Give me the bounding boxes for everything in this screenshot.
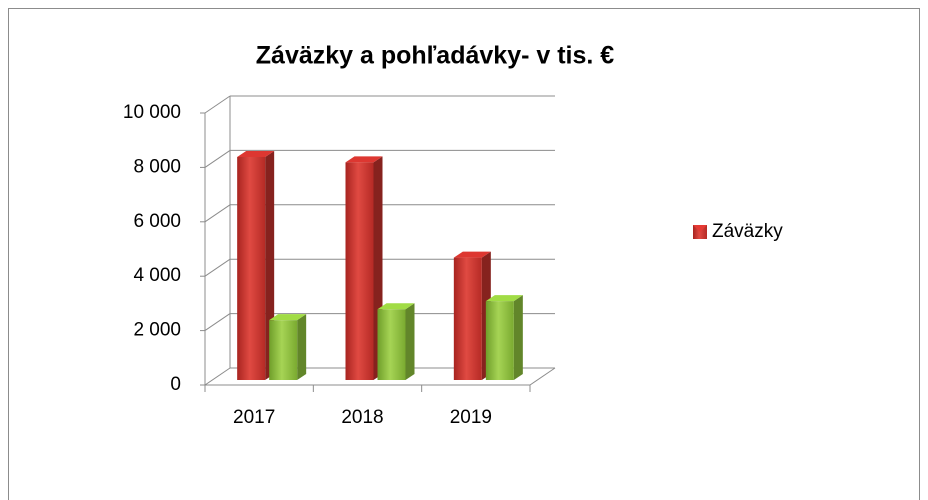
bar-front — [237, 156, 266, 380]
y-tick-label: 4 000 — [133, 265, 181, 286]
bar — [269, 314, 307, 380]
bar-front — [453, 257, 482, 380]
bar — [377, 303, 415, 380]
bar-side — [405, 303, 415, 380]
x-tick-label: 2019 — [450, 407, 492, 428]
bar — [453, 251, 491, 380]
y-tick-label: 8 000 — [133, 156, 181, 177]
y-tick-label: 0 — [170, 374, 181, 395]
bar-top — [453, 251, 491, 258]
bar-top — [377, 303, 415, 310]
bar-front — [377, 309, 406, 380]
grid-line — [204, 95, 231, 114]
floor-right — [529, 367, 556, 386]
bar-side — [297, 314, 307, 380]
grid-line — [204, 149, 231, 168]
y-tick-label: 10 000 — [123, 102, 181, 123]
bar-top — [237, 150, 275, 157]
grid-line — [204, 204, 231, 223]
bar-front — [345, 162, 374, 380]
grid-line — [204, 313, 231, 332]
x-tick-label: 2018 — [341, 407, 383, 428]
bar-top — [485, 295, 523, 302]
legend-label: Záväzky — [712, 221, 783, 242]
x-tick-label: 2017 — [233, 407, 275, 428]
legend-swatch-top — [693, 225, 707, 232]
bar-top — [345, 156, 383, 163]
y-tick-label: 6 000 — [133, 211, 181, 232]
chart-title: Záväzky a pohľadávky- v tis. € — [256, 42, 615, 70]
bar-front — [269, 320, 298, 380]
y-tick-label: 2 000 — [133, 320, 181, 341]
bar-side — [513, 295, 523, 380]
bar — [345, 156, 383, 380]
bar — [485, 295, 523, 380]
grid-line — [204, 367, 231, 386]
grid-line — [204, 258, 231, 277]
bar-front — [485, 301, 514, 380]
bar-top — [269, 314, 307, 321]
bar — [237, 150, 275, 380]
